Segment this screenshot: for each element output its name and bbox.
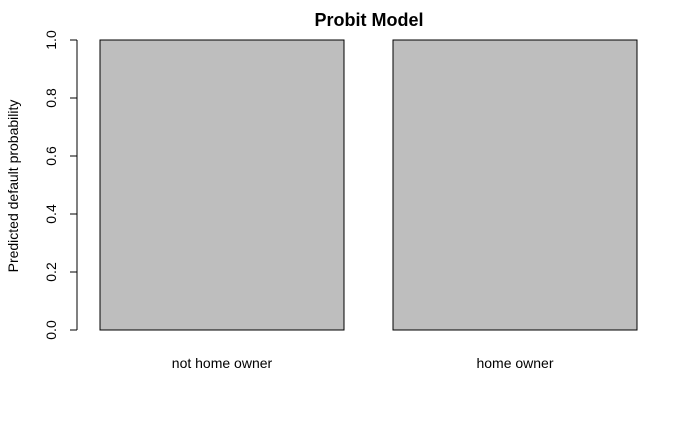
y-tick-label: 0.0 [43,320,59,340]
y-tick-label: 0.4 [43,204,59,224]
bar-not-home-owner [99,39,345,331]
x-tick-label: not home owner [172,355,273,371]
y-axis-label: Predicted default probability [5,100,21,273]
y-axis: 0.0 0.2 0.4 0.6 0.8 1.0 [43,30,78,340]
chart-title: Probit Model [315,10,424,30]
bars-group [99,39,638,331]
bar-home-owner [392,39,638,331]
x-tick-label: home owner [476,355,553,371]
y-tick-label: 0.2 [43,262,59,282]
y-tick-label: 0.6 [43,146,59,166]
y-tick-label: 1.0 [43,30,59,50]
y-tick-label: 0.8 [43,88,59,108]
x-tick-labels: not home owner home owner [172,355,554,371]
